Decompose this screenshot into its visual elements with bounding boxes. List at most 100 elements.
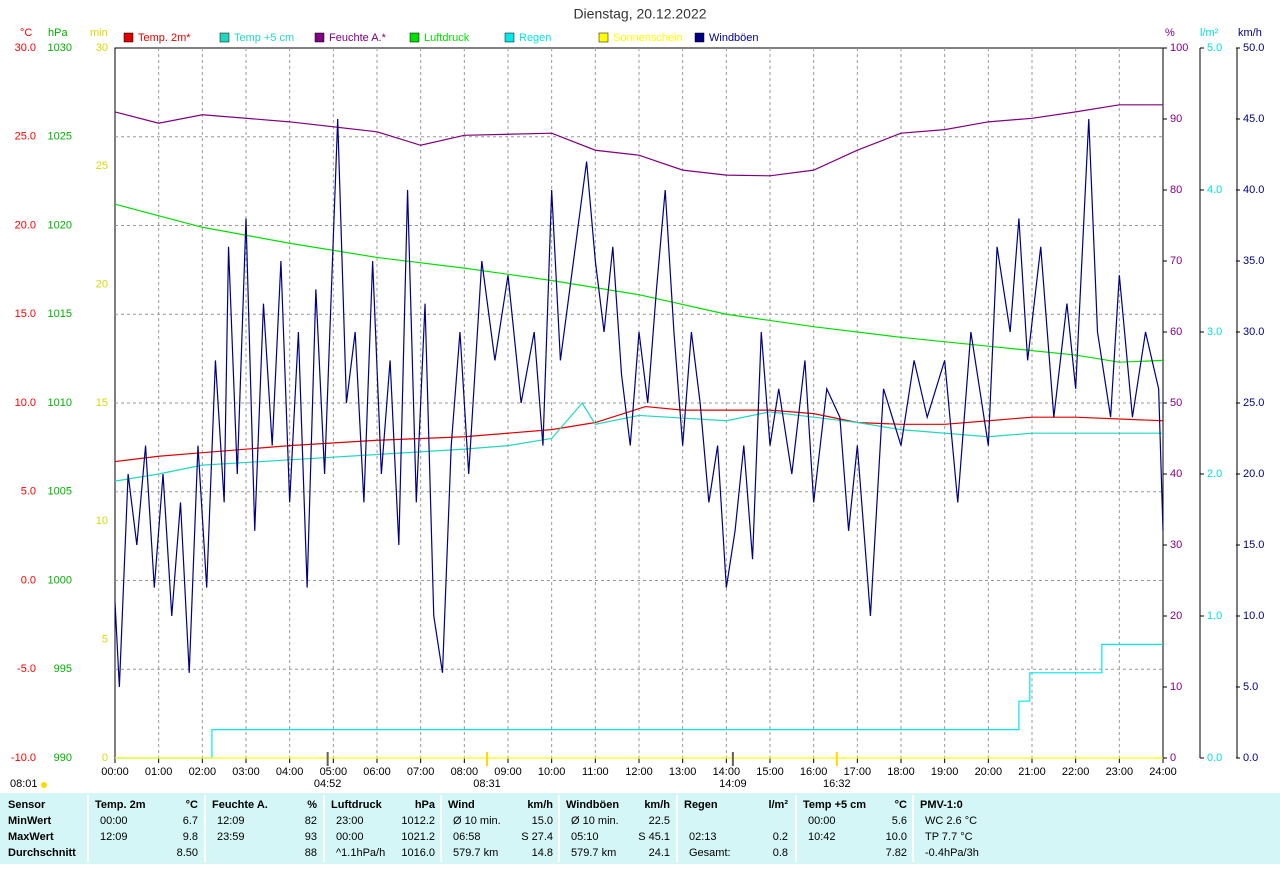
cell-value: 5.6 <box>892 815 907 827</box>
y-tick-label: 15.0 <box>15 308 36 320</box>
table-header: Sensor <box>8 799 46 811</box>
legend-label: Windböen <box>709 32 759 44</box>
y-tick-label: 5 <box>102 634 108 646</box>
column-title: Temp +5 cm <box>803 799 866 811</box>
cell-left: 579.7 km <box>571 847 616 859</box>
x-tick-label: 20:00 <box>975 766 1003 778</box>
table-background <box>0 793 1280 864</box>
column-title: Wind <box>448 799 475 811</box>
cell-value: 0.8 <box>773 847 788 859</box>
y-tick-label: 25.0 <box>1243 397 1264 409</box>
y-tick-label: 50.0 <box>1243 42 1264 54</box>
x-tick-label: 00:00 <box>101 766 129 778</box>
cell-value: S 27.4 <box>521 831 553 843</box>
x-tick-label: 13:00 <box>669 766 697 778</box>
column-unit: °C <box>895 799 907 811</box>
series-line <box>114 401 1163 482</box>
y-tick-label: 10.0 <box>15 397 36 409</box>
column-unit: % <box>307 799 317 811</box>
x-tick-label: 03:00 <box>232 766 260 778</box>
y-tick-label: 990 <box>54 752 72 764</box>
y-tick-label: -5.0 <box>17 663 36 675</box>
cell-left: 12:09 <box>217 815 245 827</box>
column-unit: °C <box>186 799 198 811</box>
y-tick-label: 70 <box>1170 255 1182 267</box>
axis-unit: °C <box>20 27 32 39</box>
column-unit: km/h <box>644 799 670 811</box>
cell-left: 02:13 <box>689 831 717 843</box>
x-tick-label: 07:00 <box>407 766 435 778</box>
x-tick-label: 23:00 <box>1106 766 1134 778</box>
cell-left: -0.4hPa/3h <box>925 847 979 859</box>
cell-left: Ø 10 min. <box>453 815 501 827</box>
marker-label: 14:09 <box>719 778 747 790</box>
y-tick-label: 35.0 <box>1243 255 1264 267</box>
y-tick-label: 20 <box>96 279 108 291</box>
x-tick-label: 11:00 <box>582 766 609 778</box>
x-tick-label: 02:00 <box>189 766 217 778</box>
cell-value: 14.8 <box>532 847 553 859</box>
x-tick-label: 06:00 <box>363 766 391 778</box>
column-title: Feuchte A. <box>212 799 268 811</box>
column-title: PMV-1:0 <box>920 799 963 811</box>
axis-unit: % <box>1165 27 1175 39</box>
sunrise-label: 08:01 <box>10 778 38 790</box>
legend-label: Feuchte A.* <box>329 32 387 44</box>
y-tick-label: 0.0 <box>1207 752 1222 764</box>
y-tick-label: 40.0 <box>1243 184 1264 196</box>
cell-left: 00:00 <box>100 815 128 827</box>
y-tick-label: 90 <box>1170 113 1182 125</box>
legend-swatch <box>314 32 325 43</box>
axis-unit: l/m² <box>1200 27 1219 39</box>
row-label: MaxWert <box>8 831 54 843</box>
column-title: Windböen <box>566 799 619 811</box>
y-tick-label: 3.0 <box>1207 326 1222 338</box>
cell-value: 1021.2 <box>401 831 435 843</box>
row-label: Durchschnitt <box>8 847 76 859</box>
y-tick-label: 60 <box>1170 326 1182 338</box>
column-unit: l/m² <box>768 799 788 811</box>
cell-value: 1012.2 <box>401 815 435 827</box>
cell-value: 93 <box>305 831 317 843</box>
cell-value: 24.1 <box>649 847 670 859</box>
y-tick-label: 50 <box>1170 397 1182 409</box>
row-label: MinWert <box>8 815 52 827</box>
y-tick-label: 30 <box>1170 539 1182 551</box>
cell-left: 05:10 <box>571 831 599 843</box>
cell-value: 0.2 <box>773 831 788 843</box>
series-line <box>115 643 1163 759</box>
cell-left: 00:00 <box>808 815 836 827</box>
cell-left: 00:00 <box>336 831 364 843</box>
x-tick-label: 04:00 <box>276 766 304 778</box>
cell-value: 10.0 <box>886 831 907 843</box>
y-tick-label: 15.0 <box>1243 539 1264 551</box>
cell-value: 1016.0 <box>401 847 435 859</box>
column-unit: hPa <box>415 799 436 811</box>
x-tick-label: 22:00 <box>1062 766 1090 778</box>
cell-left: 06:58 <box>453 831 481 843</box>
legend-label: Temp. 2m* <box>138 32 191 44</box>
x-tick-label: 18:00 <box>887 766 915 778</box>
column-unit: km/h <box>527 799 553 811</box>
y-tick-label: 995 <box>54 663 72 675</box>
y-tick-label: 5.0 <box>21 486 36 498</box>
cell-left: 23:00 <box>336 815 364 827</box>
y-tick-label: 10 <box>1170 681 1182 693</box>
y-tick-label: 1.0 <box>1207 610 1222 622</box>
column-title: Regen <box>684 799 718 811</box>
y-tick-label: 1000 <box>48 574 72 586</box>
cell-left: ^1.1hPa/h <box>336 847 385 859</box>
cell-value: 88 <box>305 847 317 859</box>
cell-value: 6.7 <box>183 815 198 827</box>
y-tick-label: 30.0 <box>1243 326 1264 338</box>
legend-label: Luftdruck <box>424 32 470 44</box>
legend-label: Sonnenschein <box>613 32 683 44</box>
x-tick-label: 15:00 <box>756 766 784 778</box>
y-tick-label: 1015 <box>48 308 72 320</box>
axis-unit: hPa <box>48 27 68 39</box>
cell-left: 579.7 km <box>453 847 498 859</box>
y-tick-label: 0 <box>102 752 108 764</box>
y-tick-label: 30.0 <box>15 42 36 54</box>
cell-value: 8.50 <box>177 847 198 859</box>
